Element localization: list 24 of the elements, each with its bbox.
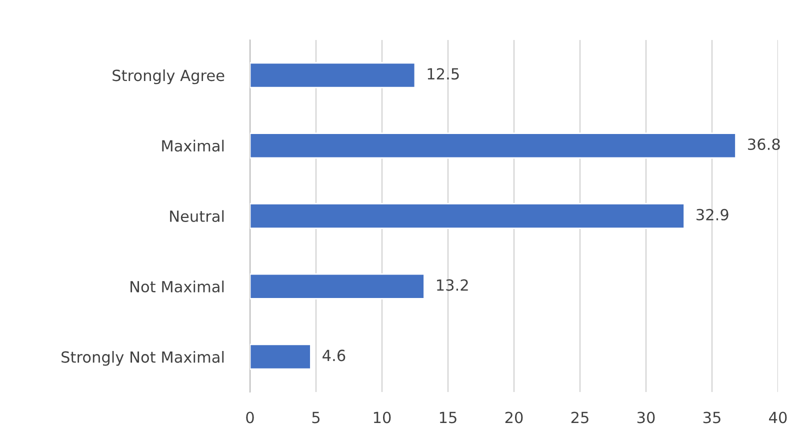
x-tick-label: 15 — [440, 412, 456, 424]
x-tick-label: 20 — [505, 412, 523, 424]
x-tick-label: 10 — [374, 412, 391, 424]
bar — [250, 273, 425, 300]
data-label: 32.9 — [696, 208, 728, 220]
bar — [250, 344, 312, 370]
y-tick-label: Neutral — [170, 210, 224, 222]
bar — [250, 132, 736, 159]
y-tick-label: Strongly Not Maximal — [62, 350, 224, 366]
data-label: 36.8 — [748, 138, 780, 150]
y-tick-label: Strongly Agree — [112, 69, 224, 84]
bar — [250, 62, 416, 88]
x-tick-label: 0 — [246, 412, 254, 424]
x-tick-label: 25 — [571, 412, 588, 424]
data-label: 4.6 — [322, 350, 346, 362]
x-tick-label: 30 — [637, 412, 655, 424]
data-label: 12.5 — [428, 68, 459, 80]
bar — [250, 202, 685, 230]
data-label: 13.2 — [437, 279, 468, 291]
x-tick-label: 40 — [769, 412, 787, 424]
x-tick-label: 5 — [312, 412, 320, 424]
y-tick-label: Maximal — [162, 140, 224, 152]
y-tick-label: Not Maximal — [130, 280, 224, 292]
x-tick-label: 35 — [703, 412, 720, 424]
